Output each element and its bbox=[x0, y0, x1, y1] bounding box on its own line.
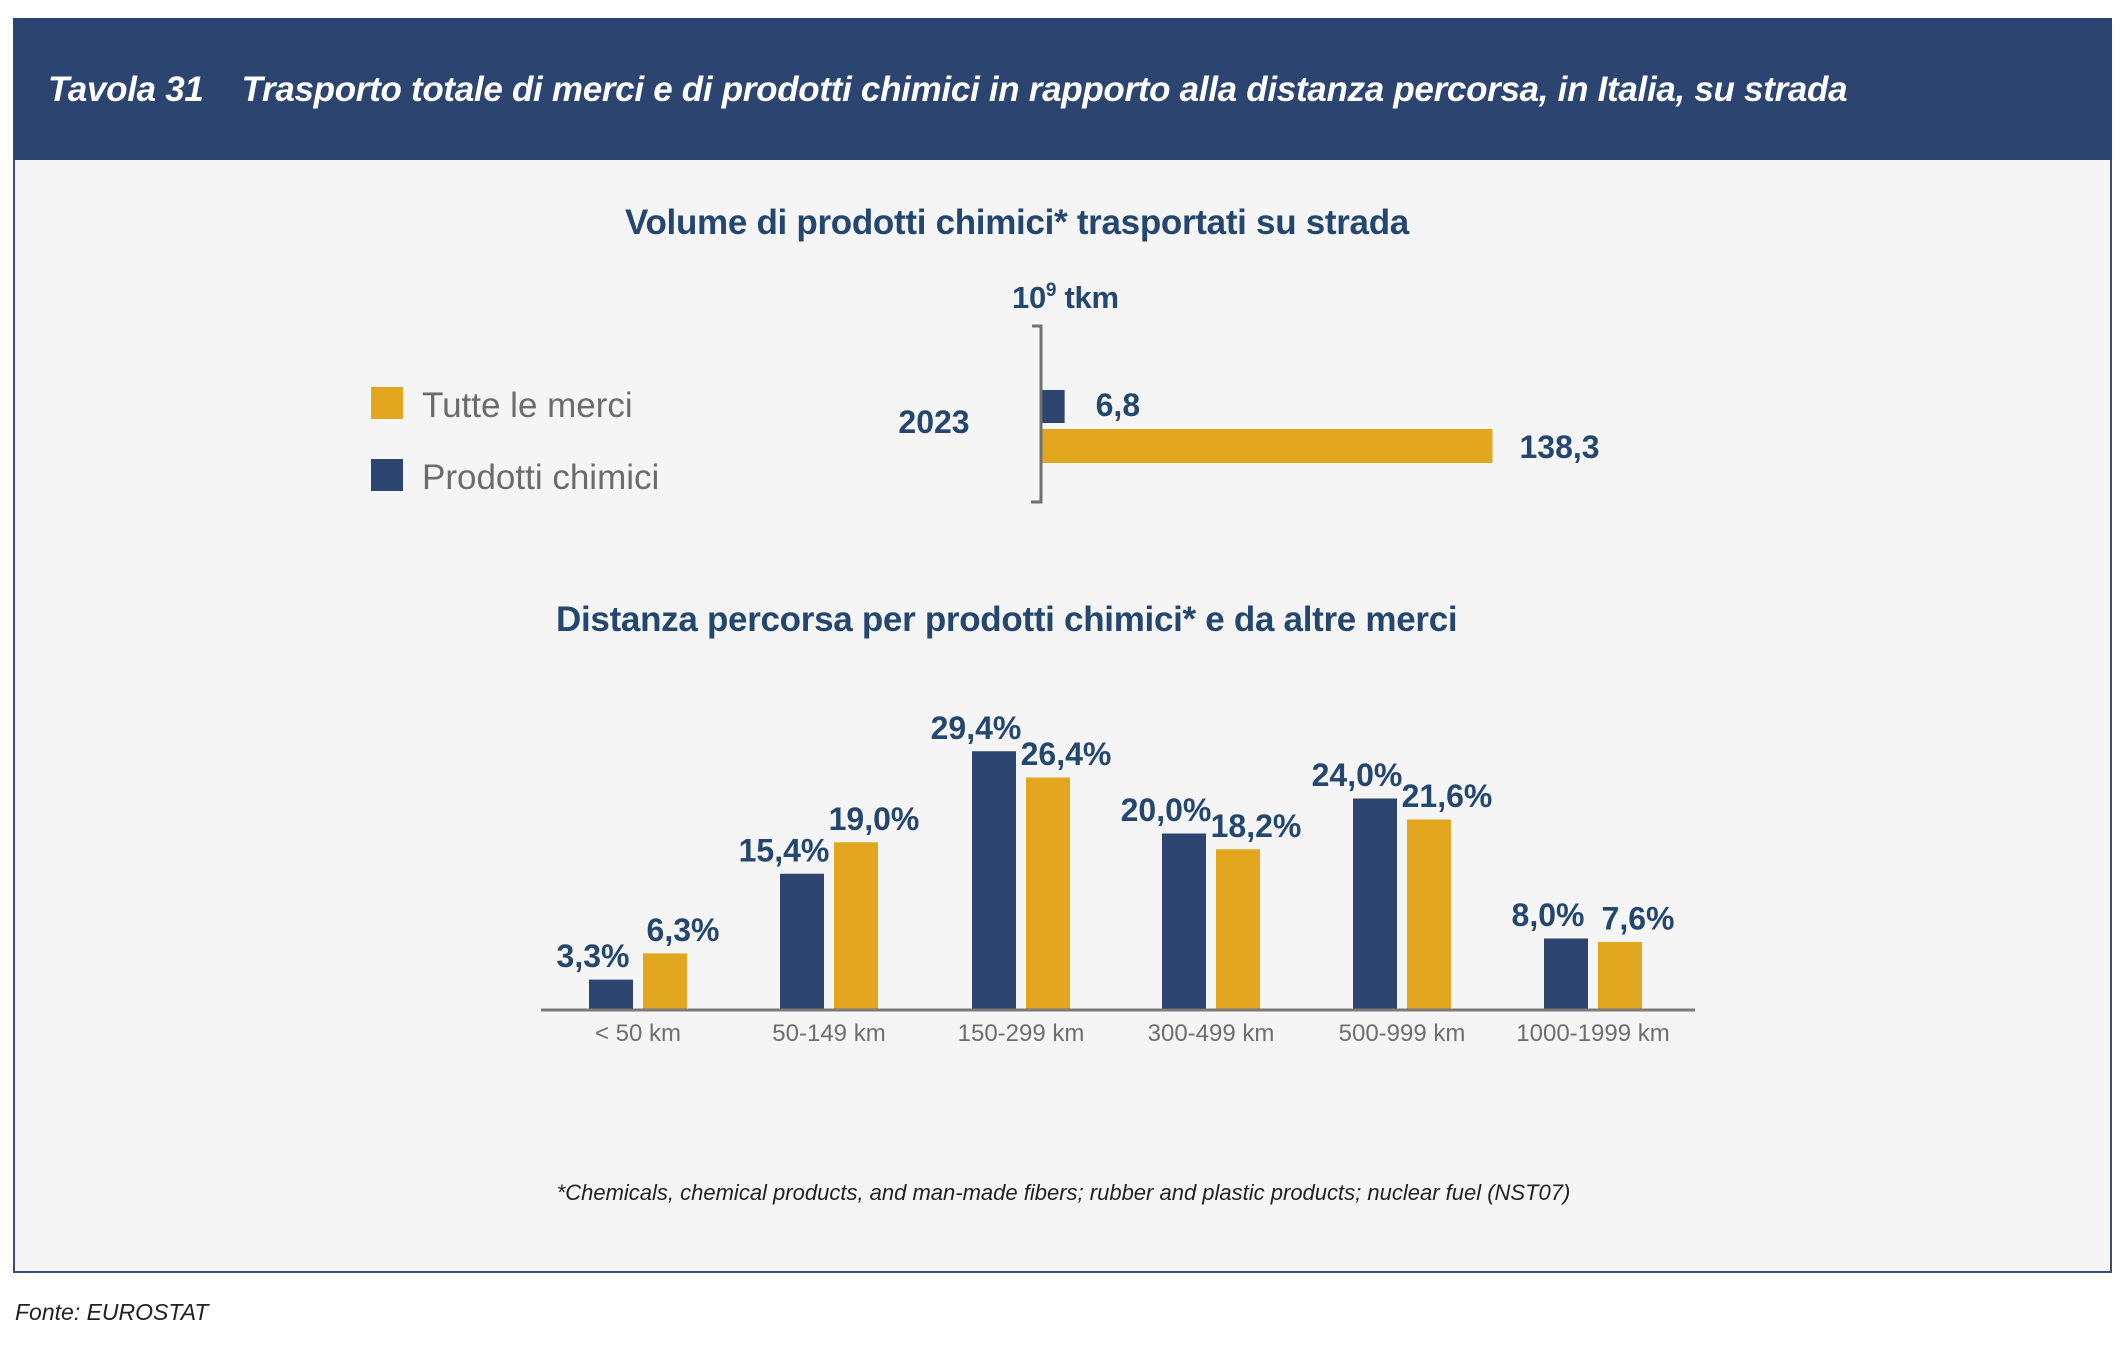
chart2-category-label: 50-149 km bbox=[772, 1020, 885, 1047]
chart1-value-label: 6,8 bbox=[1096, 387, 1140, 423]
legend-swatch-prodotti-chimici bbox=[371, 459, 403, 491]
chart1-bar-tutte-le-merci bbox=[1042, 429, 1493, 463]
chart1-unit-label: 109 tkm bbox=[1012, 280, 1119, 316]
chart2-bar-prodotti-chimici bbox=[1544, 938, 1588, 1009]
table-title: Tavola 31 Trasporto totale di merci e di … bbox=[48, 70, 1848, 110]
chart2-value-label: 6,3% bbox=[647, 912, 720, 948]
chart2-bar-tutte-le-merci bbox=[643, 953, 687, 1009]
chart2-value-label: 19,0% bbox=[829, 801, 920, 837]
chart1-value-label: 138,3 bbox=[1520, 429, 1600, 465]
chart2-bar-prodotti-chimici bbox=[972, 751, 1016, 1009]
chart-panel bbox=[13, 160, 2112, 1273]
chart2-bar-tutte-le-merci bbox=[1407, 819, 1451, 1009]
chart2-value-label: 26,4% bbox=[1021, 736, 1112, 772]
chart2-value-label: 3,3% bbox=[557, 938, 630, 974]
unit-exponent: 9 bbox=[1045, 280, 1057, 301]
chart2-bar-tutte-le-merci bbox=[1026, 777, 1070, 1009]
legend-label: Prodotti chimici bbox=[422, 458, 659, 497]
chart2-bar-prodotti-chimici bbox=[589, 979, 633, 1009]
chart2-category-label: 300-499 km bbox=[1148, 1020, 1275, 1047]
chart2-bar-tutte-le-merci bbox=[1598, 942, 1642, 1009]
chart2-title: Distanza percorsa per prodotti chimici* … bbox=[556, 600, 1458, 639]
chart2-bar-tutte-le-merci bbox=[834, 842, 878, 1009]
chart2-bar-prodotti-chimici bbox=[1353, 798, 1397, 1009]
chart2-value-label: 7,6% bbox=[1602, 901, 1675, 937]
chart2-value-label: 24,0% bbox=[1312, 757, 1403, 793]
chart2-value-label: 20,0% bbox=[1121, 792, 1212, 828]
chart2-value-label: 8,0% bbox=[1512, 897, 1585, 933]
footnote: *Chemicals, chemical products, and man-m… bbox=[556, 1180, 1571, 1205]
chart2-bar-prodotti-chimici bbox=[780, 873, 824, 1009]
chart1-axis-bracket bbox=[1031, 324, 1043, 504]
unit-base: 10 bbox=[1012, 280, 1046, 315]
chart2-value-label: 18,2% bbox=[1211, 808, 1302, 844]
table-number: Tavola 31 bbox=[48, 70, 204, 109]
chart1-bar-prodotti-chimici bbox=[1042, 390, 1065, 423]
chart2-bar-prodotti-chimici bbox=[1162, 833, 1206, 1009]
chart2-category-label: 500-999 km bbox=[1339, 1020, 1466, 1047]
table-title-text: Trasporto totale di merci e di prodotti … bbox=[241, 70, 1848, 109]
unit-suffix: tkm bbox=[1064, 280, 1120, 315]
chart2-bar-tutte-le-merci bbox=[1216, 849, 1260, 1009]
legend-swatch-tutte-le-merci bbox=[371, 387, 403, 419]
chart2-value-label: 21,6% bbox=[1402, 778, 1493, 814]
chart1-category-label: 2023 bbox=[898, 404, 969, 440]
chart2-category-label: 150-299 km bbox=[958, 1020, 1085, 1047]
chart1-title: Volume di prodotti chimici* trasportati … bbox=[625, 203, 1409, 242]
legend-label: Tutte le merci bbox=[422, 386, 633, 425]
chart2-value-label: 29,4% bbox=[931, 710, 1022, 746]
chart2-value-label: 15,4% bbox=[739, 832, 830, 868]
source-note: Fonte: EUROSTAT bbox=[15, 1299, 209, 1325]
table-header: Tavola 31 Trasporto totale di merci e di … bbox=[13, 18, 2112, 160]
chart2-category-label: 1000-1999 km bbox=[1516, 1020, 1669, 1047]
chart2-category-label: < 50 km bbox=[595, 1020, 681, 1047]
